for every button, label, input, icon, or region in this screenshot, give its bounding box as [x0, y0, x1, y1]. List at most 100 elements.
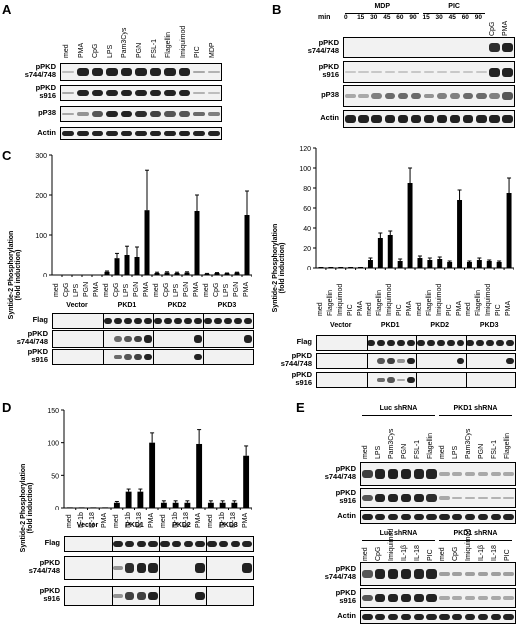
band: [244, 335, 252, 343]
E-bottom-lane-label: Imiquimod: [388, 528, 396, 561]
E-bottom-lane-label: IL-18: [413, 545, 421, 561]
band: [436, 339, 445, 347]
band: [387, 358, 396, 364]
C-left-lane-label: PMA: [243, 281, 250, 297]
min-label: min: [318, 14, 331, 21]
C-right-lane-label: med: [316, 302, 324, 316]
band: [195, 591, 205, 601]
group-label: PKD1: [125, 522, 144, 529]
bar: [207, 502, 214, 508]
band: [502, 43, 513, 52]
band: [371, 93, 382, 99]
band: [426, 493, 437, 503]
band: [486, 339, 495, 347]
row-label: Flag: [296, 337, 312, 346]
band: [439, 596, 450, 600]
band: [358, 94, 369, 98]
E-bottom-lane-label: med: [439, 547, 447, 561]
C-left-lane-label: PGN: [183, 281, 190, 297]
band: [410, 70, 422, 74]
bar: [172, 502, 179, 508]
E-top-lane-label: Flagellin: [503, 432, 511, 459]
bar: [496, 262, 502, 268]
band: [387, 377, 396, 383]
lane-separator: [206, 587, 207, 605]
band: [439, 571, 450, 577]
C-left-lane-label: med: [53, 283, 60, 297]
band: [436, 115, 448, 123]
C-left-lane-label: LPS: [173, 283, 180, 297]
band: [214, 317, 222, 325]
band: [377, 339, 386, 347]
band: [134, 317, 142, 325]
B-lane-label: PMA: [502, 20, 510, 36]
band: [91, 89, 104, 97]
y-tick-label: 120: [299, 146, 311, 153]
band: [436, 93, 448, 99]
lane-separator: [159, 557, 160, 579]
row-label: pPKD s916: [335, 588, 356, 605]
row-label: pPKD s744/748: [28, 558, 60, 575]
band: [477, 614, 489, 620]
band: [164, 89, 176, 97]
band: [106, 68, 118, 76]
C-left-lane-label: med: [103, 283, 110, 297]
C-right-lane-label: PIC: [445, 304, 453, 316]
C-right-lane-label: med: [465, 302, 473, 316]
blot-C-left-2: [52, 349, 254, 365]
band: [436, 70, 448, 74]
bar: [377, 238, 383, 268]
group-label: PKD2: [167, 302, 187, 309]
time-label: 30: [370, 14, 378, 21]
band: [124, 592, 135, 600]
band: [413, 469, 424, 479]
E-bottom-lane-label: PIC: [426, 549, 434, 561]
band: [410, 115, 422, 123]
blot-D-0: [64, 536, 254, 552]
A-lane-label: LPS: [106, 44, 114, 58]
group-label: Vector: [66, 302, 88, 309]
band: [242, 540, 252, 548]
A-lane-label: CpG: [92, 43, 100, 58]
band: [463, 115, 474, 123]
band: [464, 514, 476, 520]
band: [489, 43, 500, 52]
band: [375, 514, 386, 520]
band: [124, 540, 135, 548]
E-top-lane-label: Flagellin: [426, 432, 434, 459]
C-right-lane-label: Imiquimod: [336, 283, 344, 316]
band: [114, 317, 122, 325]
band: [148, 540, 158, 548]
blot-D-1: [64, 556, 254, 580]
lane-separator: [203, 350, 204, 364]
blot-E-top-2: [360, 510, 516, 524]
row-label: pPKD s916: [291, 370, 312, 387]
lane-separator: [153, 314, 154, 328]
row-label: Flag: [32, 315, 48, 324]
band: [397, 115, 409, 123]
bar: [338, 267, 344, 268]
band: [124, 336, 132, 342]
lane-separator: [112, 537, 113, 551]
band: [124, 354, 132, 360]
group-label: PKD2: [172, 522, 191, 529]
band: [183, 540, 194, 548]
band: [413, 593, 424, 603]
band: [416, 339, 425, 347]
band: [413, 569, 424, 579]
C-right-lane-label: PMA: [356, 300, 364, 316]
band: [135, 131, 147, 136]
lane-separator: [206, 537, 207, 551]
band: [171, 540, 182, 548]
band: [426, 469, 437, 479]
band: [120, 131, 133, 136]
band: [426, 514, 437, 520]
band: [452, 496, 463, 500]
band: [154, 317, 162, 325]
bar: [204, 273, 210, 275]
blot-C-right-1: [316, 353, 516, 369]
bar: [66, 507, 73, 508]
lane-separator: [103, 331, 104, 347]
band: [423, 93, 435, 99]
band: [503, 596, 514, 600]
